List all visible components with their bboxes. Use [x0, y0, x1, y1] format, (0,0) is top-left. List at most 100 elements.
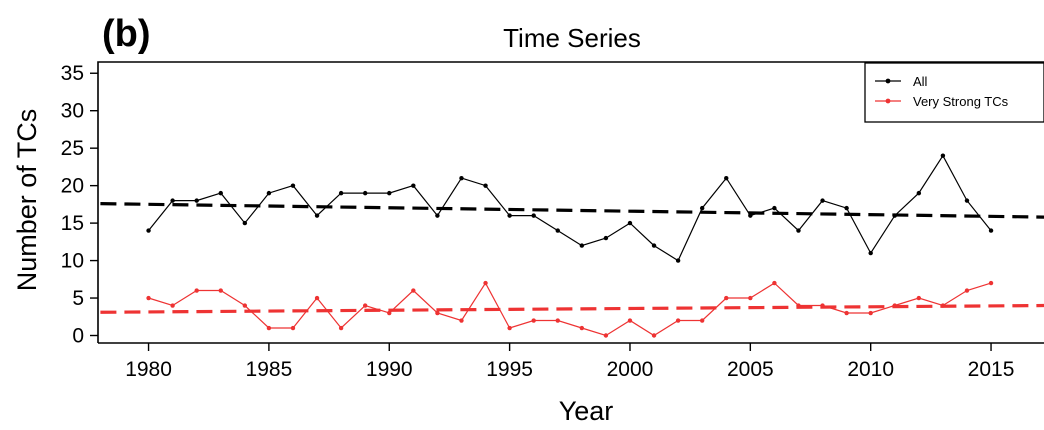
y-tick-label: 15: [61, 212, 84, 235]
data-point: [940, 303, 946, 308]
y-tick-label: 5: [72, 287, 84, 310]
y-axis: 0 5 10 15 20 25 30 35: [61, 62, 98, 348]
data-point: [218, 190, 223, 196]
data-point: [314, 213, 320, 218]
data-point: [772, 205, 777, 211]
data-point: [194, 288, 199, 293]
x-tick-label: 2015: [968, 358, 1015, 381]
legend: All Very Strong TCs: [864, 62, 1044, 123]
data-point: [579, 325, 585, 331]
data-point: [194, 198, 199, 203]
data-point: [411, 183, 416, 188]
legend-swatch-point: [885, 78, 891, 84]
y-tick-label: 30: [61, 100, 84, 123]
data-point: [868, 250, 873, 256]
data-point: [579, 243, 585, 248]
data-point: [507, 213, 512, 218]
data-point: [603, 333, 609, 338]
data-point: [988, 280, 994, 286]
trend-line: [100, 303, 1044, 314]
x-tick-label: 2005: [727, 358, 774, 381]
data-point: [435, 213, 440, 218]
data-point: [555, 318, 560, 323]
data-point: [651, 243, 657, 248]
data-point: [338, 190, 344, 196]
x-tick-label: 1985: [246, 358, 293, 381]
y-tick-label: 25: [61, 137, 84, 160]
data-point: [603, 235, 609, 241]
data-point: [724, 295, 729, 301]
data-point: [820, 303, 825, 308]
data-point: [459, 175, 464, 181]
data-point: [964, 288, 970, 293]
data-point: [387, 310, 392, 316]
data-point: [627, 318, 633, 323]
data-point: [170, 303, 175, 308]
panel-label: (b): [102, 13, 151, 55]
legend-label: All: [913, 74, 928, 89]
x-axis: 1980 1985 1990 1995 2000 2005 2010 2015: [125, 343, 1014, 381]
data-point: [916, 295, 922, 301]
plot-border: [97, 61, 1044, 344]
data-point: [146, 228, 151, 233]
x-tick-label: 1995: [486, 358, 533, 381]
trend-lines: [100, 202, 1044, 314]
data-point: [699, 205, 705, 211]
legend-label: Very Strong TCs: [913, 94, 1009, 109]
data-point: [964, 198, 970, 203]
data-point: [362, 190, 368, 196]
data-point: [362, 303, 368, 308]
data-point: [555, 228, 560, 233]
chart-title: Time Series: [503, 23, 641, 53]
x-tick-label: 1980: [125, 358, 172, 381]
data-point: [242, 303, 248, 308]
data-point: [170, 198, 175, 203]
data-point: [435, 310, 440, 316]
data-point: [146, 295, 151, 301]
data-point: [314, 295, 320, 301]
data-point: [892, 213, 897, 218]
data-point: [290, 183, 296, 188]
data-point: [266, 325, 272, 331]
trend-line: [100, 202, 1044, 219]
data-point: [531, 318, 536, 323]
data-point: [459, 318, 464, 323]
x-tick-label: 1990: [366, 358, 413, 381]
data-point: [266, 190, 272, 196]
data-point: [699, 318, 705, 323]
x-tick-label: 2000: [607, 358, 654, 381]
y-tick-label: 0: [72, 325, 84, 348]
y-axis-title: Number of TCs: [12, 109, 42, 292]
plot-frame: [97, 61, 1044, 344]
data-point: [675, 258, 681, 263]
legend-box: [864, 62, 1044, 123]
data-point: [338, 325, 344, 331]
data-point: [627, 220, 633, 226]
x-tick-label: 2010: [847, 358, 894, 381]
data-point: [844, 205, 849, 211]
data-point: [483, 280, 488, 286]
data-point: [675, 318, 681, 323]
data-point: [988, 228, 994, 233]
data-point: [218, 288, 223, 293]
data-point: [651, 333, 657, 338]
series-line: [148, 154, 992, 262]
data-point: [242, 220, 248, 226]
data-point: [531, 213, 536, 218]
x-axis-title: Year: [559, 396, 614, 426]
y-tick-label: 20: [61, 175, 84, 198]
series-layer: [146, 153, 994, 338]
data-point: [844, 310, 849, 316]
data-point: [820, 198, 825, 203]
legend-swatch-point: [885, 98, 891, 104]
data-point: [724, 175, 729, 181]
data-point: [387, 190, 392, 196]
data-point: [748, 213, 753, 218]
series-line: [148, 281, 992, 337]
data-point: [892, 303, 897, 308]
data-point: [772, 280, 777, 286]
data-point: [483, 183, 488, 188]
data-point: [796, 228, 801, 233]
data-point: [868, 310, 873, 316]
